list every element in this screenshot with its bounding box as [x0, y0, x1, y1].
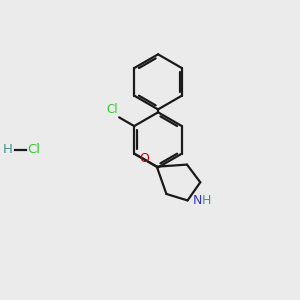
Text: H: H — [3, 143, 13, 157]
Text: Cl: Cl — [106, 103, 118, 116]
Text: Cl: Cl — [28, 143, 40, 157]
Text: O: O — [139, 152, 149, 165]
Text: N: N — [193, 194, 202, 207]
Text: H: H — [202, 194, 211, 207]
